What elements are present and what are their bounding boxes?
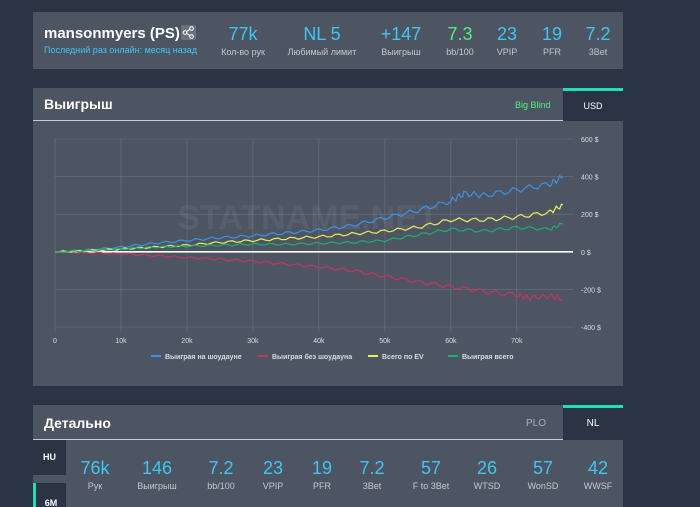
stat-value: 19: [311, 458, 333, 478]
stat-label: VPIP: [496, 47, 518, 57]
stat-value: 7.2: [359, 458, 385, 478]
stat-value: 77k: [228, 24, 258, 44]
stat-label: bb/100: [446, 47, 474, 57]
stat-3bet: 7.2 3Bet: [579, 24, 617, 57]
stat-value: 19: [541, 24, 563, 44]
legend-label: Выиграя без шоудауна: [272, 353, 352, 361]
chart-watermark: STATNAME.NET: [177, 199, 439, 237]
series-line: [54, 174, 564, 253]
y-tick-label: 600 $: [581, 137, 599, 144]
stat-value: 57: [532, 458, 554, 478]
tab-6m[interactable]: 6M: [33, 483, 66, 507]
detail-stat-wtsd: 26 WTSD: [469, 458, 505, 491]
stat-value: 23: [262, 458, 284, 478]
stat-label: 3Bet: [362, 481, 382, 491]
stat-value: 23: [496, 24, 518, 44]
stat-label: Выигрыш: [137, 481, 177, 491]
stat-label: 3Bet: [588, 47, 608, 57]
y-tick-label: 400 $: [581, 175, 599, 182]
stat-label: WWSF: [583, 481, 613, 491]
legend-label: Выиграя всего: [462, 354, 513, 361]
stat-label: WTSD: [473, 481, 501, 491]
stat-label: VPIP: [262, 481, 284, 491]
y-tick-label: -200 $: [581, 287, 601, 294]
stat-favorite-limit: NL 5 Любимый лимит: [280, 24, 364, 57]
detail-stat-winnings: 146 Выигрыш: [131, 458, 183, 491]
x-tick-label: 20k: [181, 338, 193, 345]
stat-vpip: 23 VPIP: [489, 24, 525, 57]
tab-plo[interactable]: PLO: [526, 418, 547, 429]
player-name: mansonmyers (PS): [44, 25, 180, 42]
winnings-card: Выигрыш Big Blind USD STATNAME.NET 600 $…: [33, 88, 623, 386]
stat-label: Рук: [87, 481, 103, 491]
x-tick-label: 70k: [511, 338, 523, 345]
stat-label: F to 3Bet: [412, 481, 450, 491]
stat-label: PFR: [543, 47, 561, 57]
stat-value: +147: [380, 24, 422, 44]
x-tick-label: 40k: [313, 338, 325, 345]
stat-value: 7.3: [447, 24, 473, 44]
stat-value: 7.2: [585, 24, 611, 44]
series-line: [54, 222, 564, 253]
stat-value: 26: [476, 458, 498, 478]
x-tick-label: 10k: [115, 338, 127, 345]
y-tick-label: 0 $: [581, 250, 591, 257]
detail-title: Детально: [44, 415, 111, 431]
y-tick-label: -400 $: [581, 325, 601, 332]
detail-stat-pfr: 19 PFR: [304, 458, 340, 491]
tab-big-blind[interactable]: Big Blind: [515, 100, 551, 110]
winnings-chart: STATNAME.NET 600 $ 400 $ 200 $ 0 $ -200 $ -40…: [53, 137, 601, 361]
x-tick-label: 0: [53, 338, 57, 345]
stat-label: Любимый лимит: [287, 47, 357, 57]
stat-pfr: 19 PFR: [534, 24, 570, 57]
stat-winnings: +147 Выигрыш: [373, 24, 429, 57]
detail-stat-bb100: 7.2 bb/100: [199, 458, 243, 491]
detail-stat-hands: 76k Рук: [73, 458, 117, 491]
stat-label: WonSD: [527, 481, 559, 491]
player-header-card: mansonmyers (PS) Последний раз онлайн: м…: [33, 12, 623, 69]
stat-label: bb/100: [207, 481, 235, 491]
stat-value: NL 5: [303, 24, 341, 44]
stat-value: 146: [141, 458, 173, 478]
detail-stat-fto3bet: 57 F to 3Bet: [403, 458, 459, 491]
stat-value: 57: [420, 458, 442, 478]
detail-stat-wwsf: 42 WWSF: [578, 458, 618, 491]
title-divider: [33, 439, 563, 440]
stat-label: Выигрыш: [381, 47, 421, 57]
tab-hu[interactable]: HU: [33, 440, 66, 475]
share-icon[interactable]: [181, 25, 196, 40]
tab-nl[interactable]: NL: [563, 405, 623, 440]
stat-label: PFR: [313, 481, 331, 491]
legend-label: Всего по EV: [382, 354, 424, 361]
x-tick-label: 60k: [445, 338, 457, 345]
legend-label: Выиграя на шоудауне: [165, 354, 242, 361]
x-tick-label: 50k: [379, 338, 391, 345]
x-tick-label: 30k: [247, 338, 259, 345]
detail-stat-wonsd: 57 WonSD: [521, 458, 565, 491]
series-line: [54, 250, 564, 302]
detail-stat-3bet: 7.2 3Bet: [353, 458, 391, 491]
stat-value: 76k: [80, 458, 110, 478]
stat-value: 42: [587, 458, 609, 478]
stat-value: 7.2: [208, 458, 234, 478]
winnings-title: Выигрыш: [44, 96, 113, 112]
stat-label: Кол-во рук: [221, 47, 265, 57]
stat-bb100: 7.3 bb/100: [438, 24, 482, 57]
last-online-text: Последний раз онлайн: месяц назад: [44, 45, 198, 55]
detail-card: Детально PLO NL HU 6M 76k Рук 146 Выигры…: [33, 405, 623, 507]
detail-stat-vpip: 23 VPIP: [255, 458, 291, 491]
stat-hands: 77k Кол-во рук: [213, 24, 273, 57]
title-divider: [33, 120, 563, 121]
tab-usd[interactable]: USD: [563, 88, 623, 121]
y-tick-label: 200 $: [581, 212, 599, 219]
